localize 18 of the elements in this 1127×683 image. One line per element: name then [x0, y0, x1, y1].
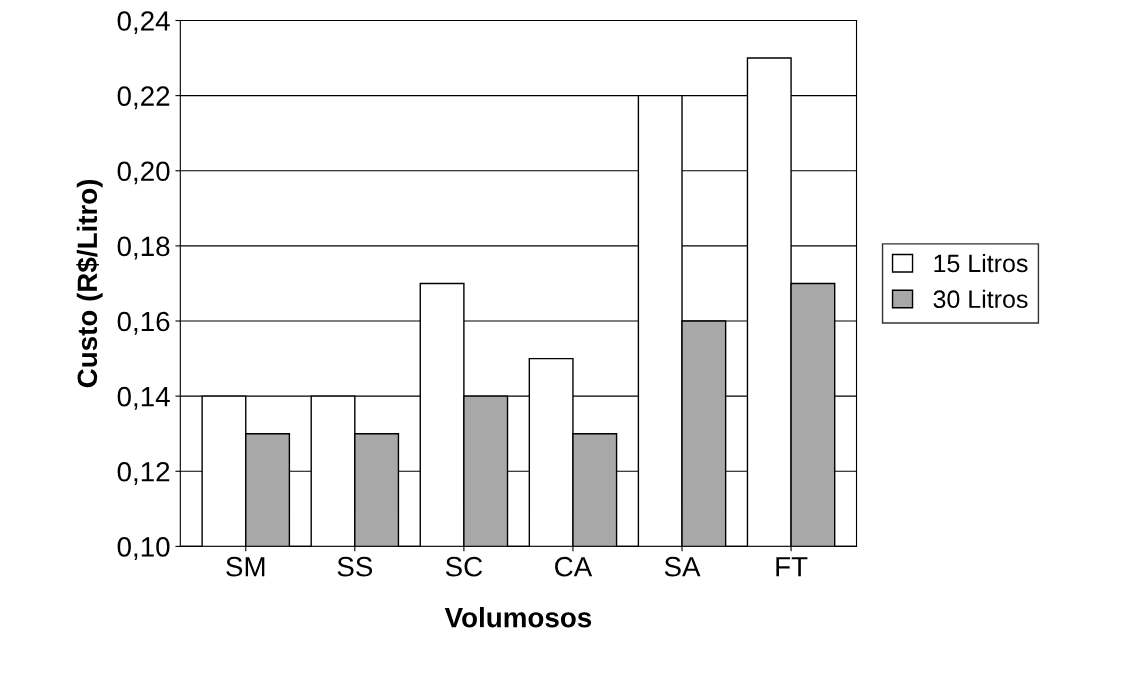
y-tick-label: 0,20: [117, 161, 170, 185]
legend-label: 15 Litros: [934, 253, 1028, 273]
x-tick-label: SS: [337, 556, 373, 577]
x-tick-label: FT: [776, 557, 808, 577]
x-tick-label: SM: [226, 556, 265, 577]
y-tick-label: 0,16: [117, 311, 170, 335]
x-tick-label: SC: [445, 556, 483, 577]
y-tick-label: 0,14: [117, 386, 170, 410]
y-tick-label: 0,12: [117, 461, 170, 485]
x-tick-label: CA: [555, 556, 593, 577]
y-tick-label: 0,22: [117, 86, 170, 110]
y-tick-label: 0,18: [117, 236, 170, 260]
legend-label: 30 Litros: [933, 289, 1028, 309]
x-axis-title: Volumosos: [444, 607, 592, 628]
x-tick-label: SA: [664, 556, 701, 577]
y-tick-label: 0,10: [117, 537, 170, 561]
y-tick-label: 0,24: [117, 11, 170, 35]
y-axis-title: Custo (R$/Litro): [76, 179, 103, 388]
